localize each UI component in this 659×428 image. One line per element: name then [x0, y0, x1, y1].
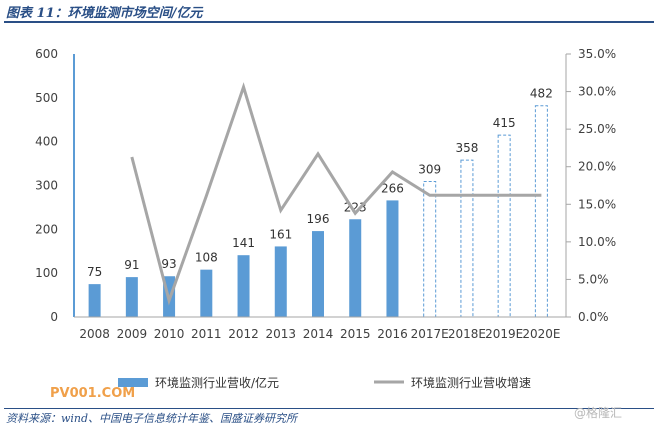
x-tick-label: 2008	[79, 327, 110, 341]
left-tick-label: 100	[35, 266, 58, 280]
x-tick-label: 2015	[340, 327, 371, 341]
x-tick-label: 2020E	[522, 327, 560, 341]
left-tick-label: 200	[35, 222, 58, 236]
bar-value-label: 309	[418, 163, 441, 177]
bar-value-label: 161	[269, 227, 292, 241]
bar	[274, 246, 287, 317]
bar-forecast	[534, 105, 548, 318]
right-tick-label: 5.0%	[578, 272, 609, 286]
bar-value-label: 415	[493, 116, 516, 130]
right-tick-label: 10.0%	[578, 235, 616, 249]
bar-value-label: 141	[232, 236, 255, 250]
chart-title: 图表 11：环境监测市场空间/亿元	[6, 6, 203, 21]
watermark-pv001: PV001.COM	[50, 386, 136, 401]
right-tick-label: 15.0%	[578, 197, 616, 211]
bar	[312, 231, 324, 317]
right-tick-label: 25.0%	[578, 122, 616, 136]
x-tick-label: 2017E	[411, 327, 449, 341]
bar	[386, 200, 399, 317]
source-note: 资料来源：wind、中国电子信息统计年鉴、国盛证券研究所	[6, 412, 298, 425]
x-tick-label: 2016	[377, 327, 408, 341]
x-tick-label: 2018E	[448, 327, 486, 341]
growth-line	[130, 82, 542, 306]
bar-forecast	[423, 181, 437, 318]
x-axis: 2008 2009 2010 2011 2012 2013 2014 2015 2016 2017…	[74, 316, 566, 341]
bar	[200, 269, 213, 317]
right-tick-label: 0.0%	[578, 310, 609, 324]
bar-forecast	[497, 134, 511, 318]
title-divider	[4, 21, 654, 23]
right-tick-label: 35.0%	[578, 47, 616, 61]
left-tick-label: 600	[35, 47, 58, 61]
bar-value-label: 93	[161, 257, 176, 271]
left-axis: 0 100 200 300 400 500 600	[35, 47, 75, 324]
x-tick-label: 2013	[265, 327, 296, 341]
bar-value-label: 91	[124, 258, 139, 272]
x-tick-label: 2010	[154, 327, 185, 341]
x-tick-label: 2012	[228, 327, 259, 341]
footer-divider	[4, 408, 654, 409]
title-row: 图表 11：环境监测市场空间/亿元	[0, 0, 659, 24]
bar-value-label: 75	[87, 265, 102, 279]
growth-line-series	[130, 82, 542, 306]
bar-value-label: 108	[195, 251, 218, 265]
bar-value-label: 358	[455, 141, 478, 155]
bar-value-label: 266	[381, 181, 404, 195]
x-tick-label: 2009	[117, 327, 148, 341]
left-tick-label: 0	[50, 310, 58, 324]
legend-label-line: 环境监测行业营收增速	[411, 375, 531, 390]
legend: 环境监测行业营收/亿元 环境监测行业营收增速	[118, 375, 531, 390]
left-tick-label: 500	[35, 91, 58, 105]
bar-value-label: 196	[307, 212, 330, 226]
bar-series	[88, 105, 548, 318]
x-tick-label: 2019E	[485, 327, 523, 341]
bar	[88, 284, 101, 317]
right-tick-label: 30.0%	[578, 85, 616, 99]
left-tick-label: 300	[35, 179, 58, 193]
legend-swatch-bar	[118, 378, 148, 387]
bar	[237, 255, 250, 317]
bar-value-label: 482	[530, 87, 553, 101]
legend-label-bar: 环境监测行业营收/亿元	[155, 375, 279, 390]
right-tick-label: 20.0%	[578, 160, 616, 174]
x-tick-label: 2014	[303, 327, 334, 341]
right-axis: 0.0% 5.0% 10.0% 15.0% 20.0% 25.0% 30.0% 35.0%	[565, 47, 616, 324]
bar-forecast	[460, 159, 474, 318]
bar	[125, 277, 138, 317]
x-tick-label: 2011	[191, 327, 222, 341]
watermark-gelonghui: @格隆汇	[574, 406, 623, 420]
bar	[349, 219, 362, 317]
left-tick-label: 400	[35, 135, 58, 149]
